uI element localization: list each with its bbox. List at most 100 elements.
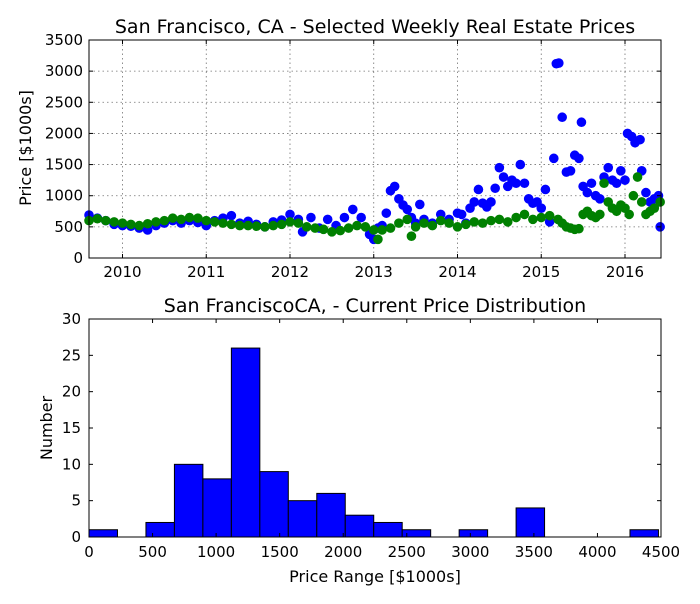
top-tick-label-x: 2010 xyxy=(103,263,141,281)
top-point-1 xyxy=(624,209,634,220)
top-point-0 xyxy=(339,212,350,223)
top-point-0 xyxy=(603,162,614,173)
top-point-1 xyxy=(373,234,383,245)
top-point-0 xyxy=(641,187,651,198)
bottom-chart-ticks: 0 500 1000 1500 2000 2500 3000 3500 4000 4500 0 5 10… xyxy=(62,310,680,561)
top-point-0 xyxy=(519,178,530,189)
top-point-1 xyxy=(410,222,421,232)
top-point-1 xyxy=(109,217,119,227)
top-point-1 xyxy=(360,222,371,232)
top-point-1 xyxy=(628,190,639,201)
top-point-1 xyxy=(343,223,354,233)
top-point-1 xyxy=(234,220,245,231)
top-point-1 xyxy=(511,212,521,223)
histogram-bar xyxy=(287,500,318,538)
top-point-1 xyxy=(301,222,312,232)
bottom-chart-xlabel: Price Range [$1000s] xyxy=(289,567,461,586)
top-point-1 xyxy=(184,212,195,223)
top-chart-title: San Francisco, CA - Selected Weekly Real… xyxy=(115,16,635,38)
top-point-0 xyxy=(456,209,467,220)
top-point-0 xyxy=(536,203,547,213)
top-chart-ticks: 2010 2011 2012 2013 2014 2015 2016 0 500 1000 1500… xyxy=(45,31,661,281)
histogram-bar xyxy=(373,521,403,538)
top-point-1 xyxy=(100,215,111,226)
histogram-bar xyxy=(259,471,289,538)
top-point-1 xyxy=(176,214,186,225)
top-point-1 xyxy=(402,214,413,225)
top-point-1 xyxy=(544,210,555,221)
top-point-1 xyxy=(92,213,103,224)
top-point-1 xyxy=(310,223,320,233)
top-tick-label-x: 2016 xyxy=(606,263,644,281)
top-point-0 xyxy=(616,166,626,176)
top-point-1 xyxy=(452,222,463,232)
top-point-1 xyxy=(327,227,337,237)
top-point-1 xyxy=(226,219,237,230)
bottom-tick-label-y: 5 xyxy=(71,492,81,510)
top-tick-label-y: 500 xyxy=(54,218,83,236)
top-point-0 xyxy=(611,178,622,189)
bottom-tick-label-x: 3500 xyxy=(515,543,553,561)
bottom-chart-frame xyxy=(88,318,662,538)
top-point-0 xyxy=(494,162,505,173)
bottom-tick-label-x: 500 xyxy=(138,543,167,561)
top-point-1 xyxy=(385,223,396,233)
top-point-1 xyxy=(368,225,379,235)
top-point-1 xyxy=(293,218,304,228)
top-tick-label-y: 1000 xyxy=(45,187,83,205)
top-point-1 xyxy=(159,215,170,226)
top-point-0 xyxy=(549,153,559,164)
top-point-0 xyxy=(635,134,645,145)
top-point-1 xyxy=(394,218,404,228)
top-point-1 xyxy=(477,218,488,228)
top-point-1 xyxy=(486,215,496,226)
histogram-bar xyxy=(515,507,546,538)
top-tick-label-x: 2011 xyxy=(187,263,225,281)
bottom-tick-label-y: 10 xyxy=(62,455,81,473)
top-point-0 xyxy=(565,166,576,176)
bottom-tick-label-x: 4500 xyxy=(642,543,680,561)
top-point-1 xyxy=(528,214,538,225)
top-point-1 xyxy=(276,219,287,230)
bottom-chart-title: San FranciscoCA, - Current Price Distrib… xyxy=(164,295,586,317)
top-tick-label-x: 2014 xyxy=(438,263,476,281)
top-point-1 xyxy=(243,220,253,231)
top-point-1 xyxy=(649,203,660,213)
top-point-1 xyxy=(218,218,228,228)
top-point-1 xyxy=(632,172,643,182)
top-point-1 xyxy=(209,217,220,227)
top-point-0 xyxy=(356,212,366,223)
top-tick-label-y: 1500 xyxy=(45,156,83,174)
top-tick-label-x: 2015 xyxy=(522,263,560,281)
histogram-bar xyxy=(230,347,261,538)
bottom-tick-label-x: 1500 xyxy=(261,543,299,561)
top-point-1 xyxy=(494,214,505,225)
histogram-bar xyxy=(316,492,346,538)
top-point-0 xyxy=(226,210,237,221)
top-point-0 xyxy=(306,212,316,223)
bottom-chart-ylabel: Number xyxy=(37,395,56,460)
top-point-0 xyxy=(381,208,392,218)
top-point-1 xyxy=(435,215,446,226)
top-point-1 xyxy=(636,197,647,207)
bottom-tick-label-x: 1000 xyxy=(197,543,235,561)
top-point-0 xyxy=(486,197,496,207)
bottom-tick-label-y: 15 xyxy=(62,419,81,437)
histogram-bar xyxy=(458,529,489,538)
top-point-1 xyxy=(117,218,128,228)
top-point-1 xyxy=(595,209,605,220)
top-point-1 xyxy=(167,213,178,223)
bottom-chart-bars xyxy=(88,347,659,538)
bottom-tick-label-y: 0 xyxy=(71,528,81,546)
top-point-0 xyxy=(620,175,630,185)
top-point-1 xyxy=(142,218,153,229)
top-point-0 xyxy=(348,204,358,215)
bottom-tick-label-y: 25 xyxy=(62,346,81,364)
top-point-1 xyxy=(574,223,584,234)
top-tick-label-y: 0 xyxy=(73,249,83,267)
bottom-tick-label-x: 0 xyxy=(84,543,94,561)
top-point-0 xyxy=(554,58,564,68)
top-point-1 xyxy=(519,209,530,220)
